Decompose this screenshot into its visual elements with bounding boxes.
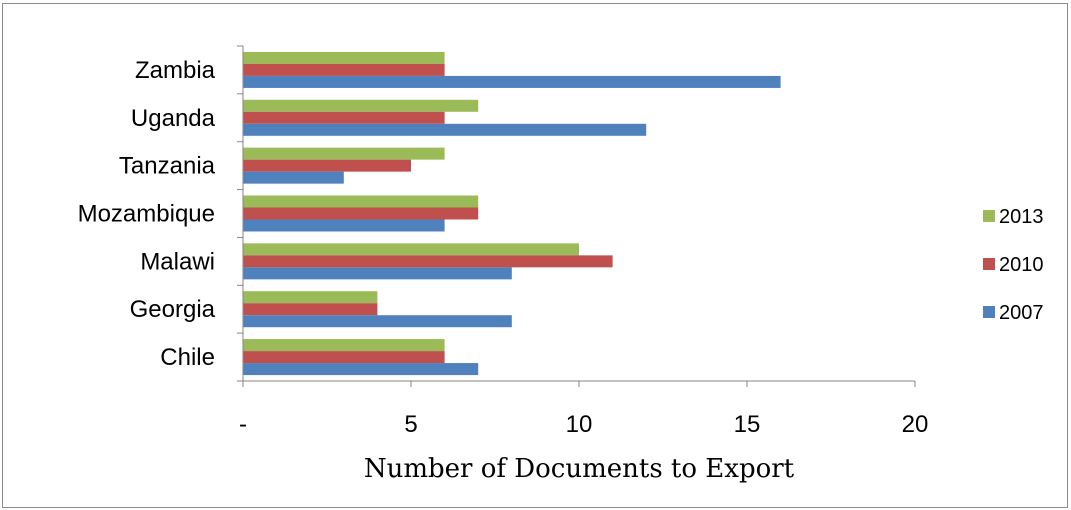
bar-mozambique-2007 — [243, 219, 445, 232]
legend-swatch-2010 — [983, 258, 995, 270]
bar-chart: Chile Georgia Malawi Mozambique Tanzania Ugan… — [78, 45, 1044, 484]
bar-malawi-2010 — [243, 255, 613, 268]
x-tick-label: 15 — [734, 411, 761, 438]
bars-group — [243, 51, 781, 376]
bar-tanzania-2007 — [243, 171, 344, 184]
x-tick-labels: - 5 10 15 20 — [239, 411, 928, 438]
category-label-georgia: Georgia — [130, 296, 216, 323]
bar-mozambique-2010 — [243, 207, 479, 220]
bar-zambia-2010 — [243, 63, 445, 76]
legend-swatch-2007 — [983, 306, 995, 318]
bar-georgia-2010 — [243, 303, 378, 316]
axes-group — [237, 45, 916, 387]
category-label-mozambique: Mozambique — [78, 201, 215, 228]
bar-malawi-2007 — [243, 267, 512, 280]
x-axis-label: Number of Documents to Export — [364, 454, 795, 484]
legend-label-2013: 2013 — [999, 206, 1044, 228]
bar-chile-2010 — [243, 351, 445, 364]
bar-zambia-2007 — [243, 75, 781, 88]
category-labels: Chile Georgia Malawi Mozambique Tanzania Ugan… — [78, 57, 216, 371]
bar-georgia-2007 — [243, 315, 512, 328]
category-label-zambia: Zambia — [135, 57, 216, 84]
category-label-malawi: Malawi — [140, 248, 215, 275]
chart-frame: Chile Georgia Malawi Mozambique Tanzania Ugan… — [2, 3, 1068, 508]
category-label-uganda: Uganda — [131, 105, 216, 132]
bar-uganda-2013 — [243, 99, 479, 112]
legend-label-2007: 2007 — [999, 302, 1044, 324]
bar-tanzania-2013 — [243, 147, 445, 160]
bar-zambia-2013 — [243, 51, 445, 64]
bar-chile-2007 — [243, 363, 479, 376]
legend-label-2010: 2010 — [999, 254, 1044, 276]
bar-malawi-2013 — [243, 243, 579, 256]
bar-uganda-2010 — [243, 111, 445, 124]
category-label-tanzania: Tanzania — [119, 153, 216, 180]
x-tick-label: 5 — [404, 411, 417, 438]
bar-uganda-2007 — [243, 123, 647, 136]
bar-chile-2013 — [243, 339, 445, 352]
x-tick-label: 20 — [902, 411, 929, 438]
bar-mozambique-2013 — [243, 195, 479, 208]
bar-georgia-2013 — [243, 291, 378, 304]
bar-tanzania-2010 — [243, 159, 411, 172]
category-label-chile: Chile — [160, 344, 215, 371]
x-tick-label: 10 — [566, 411, 593, 438]
legend: 2013 2010 2007 — [983, 206, 1044, 324]
legend-swatch-2013 — [983, 210, 995, 222]
x-tick-label: - — [239, 411, 247, 438]
